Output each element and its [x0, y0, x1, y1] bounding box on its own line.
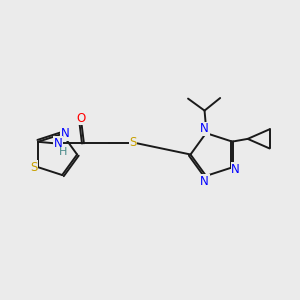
Text: N: N [231, 163, 240, 176]
Text: N: N [61, 128, 70, 140]
Text: O: O [76, 112, 86, 125]
Text: S: S [129, 136, 137, 149]
Text: H: H [59, 147, 68, 157]
Text: N: N [200, 122, 209, 135]
Text: N: N [200, 175, 209, 188]
Text: S: S [30, 161, 37, 174]
Text: N: N [54, 137, 63, 150]
